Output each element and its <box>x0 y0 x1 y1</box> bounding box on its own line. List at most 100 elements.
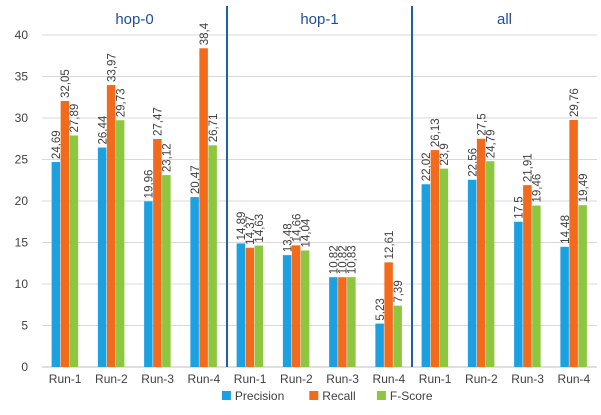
bar <box>199 48 208 367</box>
bar <box>523 185 532 367</box>
data-label: 27,5 <box>476 113 488 135</box>
data-label: 23,9 <box>439 143 451 165</box>
bar <box>421 184 431 367</box>
bar <box>514 221 523 367</box>
data-label: 27,47 <box>153 107 165 136</box>
data-label: 26,44 <box>97 115 109 144</box>
data-label: 26,71 <box>208 114 220 143</box>
bar <box>254 245 264 367</box>
y-tick-label: 20 <box>15 194 29 208</box>
data-label: 10,82 <box>329 245 341 274</box>
data-label: 10,83 <box>347 245 359 274</box>
bar <box>245 247 255 367</box>
legend-label: Recall <box>322 389 355 403</box>
bar <box>467 179 477 367</box>
x-tick-label: Run-2 <box>95 372 128 386</box>
data-label: 14,89 <box>236 212 248 241</box>
bar <box>282 255 292 367</box>
y-tick-label: 5 <box>21 319 28 333</box>
data-label: 22,02 <box>421 152 433 181</box>
bar <box>560 246 569 367</box>
group-label: hop-0 <box>115 11 153 28</box>
data-label: 12,61 <box>384 231 396 260</box>
data-label: 23,12 <box>162 143 174 172</box>
data-label: 26,13 <box>430 118 442 147</box>
group-label: all <box>497 11 512 28</box>
bar <box>208 145 217 367</box>
data-label: 14,37 <box>245 216 257 245</box>
bar <box>190 197 199 367</box>
x-tick-label: Run-4 <box>558 372 591 386</box>
data-label: 7,39 <box>393 280 405 302</box>
bar <box>51 162 61 367</box>
data-label: 14,63 <box>254 214 266 243</box>
x-tick-label: Run-3 <box>326 372 359 386</box>
bar <box>569 119 578 367</box>
bar <box>393 305 402 367</box>
bar <box>532 205 541 367</box>
bar <box>578 205 587 367</box>
data-label: 19,46 <box>532 174 544 203</box>
bar <box>144 201 153 367</box>
data-label: 29,73 <box>115 88 127 117</box>
bar <box>97 147 107 367</box>
bar <box>60 100 70 368</box>
data-label: 17,5 <box>514 196 526 218</box>
bar <box>115 120 125 367</box>
data-label: 19,49 <box>578 173 590 202</box>
bar <box>236 243 246 367</box>
data-label: 10,82 <box>338 245 350 274</box>
bar <box>347 277 356 367</box>
data-label: 29,76 <box>569 88 581 117</box>
bar <box>485 161 495 367</box>
x-tick-label: Run-2 <box>465 372 498 386</box>
bar <box>375 323 384 367</box>
data-label: 14,48 <box>560 215 572 244</box>
data-label: 14,66 <box>291 214 303 243</box>
data-label: 33,97 <box>106 53 118 82</box>
x-tick-label: Run-3 <box>511 372 544 386</box>
data-label: 19,96 <box>144 170 156 199</box>
data-label: 14,04 <box>300 218 312 247</box>
bar <box>291 245 301 367</box>
legend-label: F-Score <box>390 389 433 403</box>
data-label: 20,47 <box>190 165 202 194</box>
x-tick-label: Run-1 <box>419 372 452 386</box>
x-tick-label: Run-4 <box>373 372 406 386</box>
x-tick-label: Run-2 <box>280 372 313 386</box>
data-label: 24,69 <box>51 130 63 159</box>
data-label: 27,89 <box>69 104 81 133</box>
x-tick-label: Run-1 <box>49 372 82 386</box>
bar <box>300 250 310 367</box>
y-tick-label: 10 <box>15 277 29 291</box>
y-tick-label: 30 <box>15 111 29 125</box>
legend-swatch <box>309 391 319 400</box>
legend-swatch <box>376 391 386 400</box>
y-tick-label: 25 <box>15 153 29 167</box>
legend-label: Precision <box>235 389 284 403</box>
bar <box>430 150 440 367</box>
bar <box>439 168 449 367</box>
y-tick-label: 35 <box>15 70 29 84</box>
data-label: 22,56 <box>467 148 479 177</box>
x-tick-label: Run-1 <box>234 372 267 386</box>
legend-swatch <box>221 391 231 400</box>
y-tick-label: 15 <box>15 236 29 250</box>
y-tick-label: 0 <box>21 360 28 374</box>
y-tick-label: 40 <box>15 28 29 42</box>
group-label: hop-1 <box>300 11 338 28</box>
x-tick-label: Run-3 <box>141 372 174 386</box>
bar <box>338 277 347 367</box>
data-label: 38,4 <box>199 22 211 45</box>
bar <box>153 138 162 367</box>
x-tick-label: Run-4 <box>188 372 221 386</box>
bar <box>69 135 79 367</box>
data-label: 13,48 <box>282 223 294 252</box>
bar <box>162 175 171 367</box>
data-label: 24,79 <box>485 129 497 158</box>
data-label: 5,23 <box>375 298 387 320</box>
bar <box>384 262 393 367</box>
data-label: 32,05 <box>60 69 72 98</box>
